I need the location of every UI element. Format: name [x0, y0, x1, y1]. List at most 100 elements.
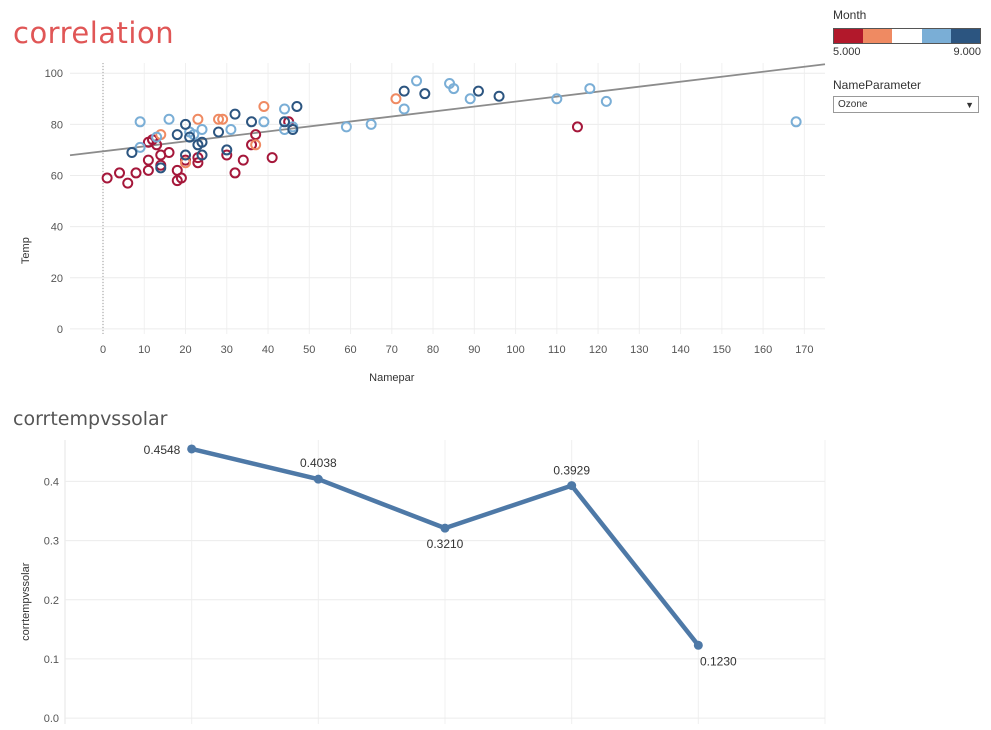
scatter-point: [365, 118, 377, 130]
scatter-point: [196, 149, 208, 161]
data-label: 0.3929: [553, 464, 590, 478]
scatter-point: [221, 149, 233, 161]
legend-max-label: 9.000: [953, 46, 981, 58]
x-tick-label: 170: [795, 344, 813, 356]
scatter-point: [171, 129, 183, 141]
scatter-point: [155, 162, 167, 174]
scatter-point: [180, 118, 192, 130]
scatter-point: [398, 103, 410, 115]
scatter-point: [114, 167, 126, 179]
scatter-point: [464, 93, 476, 105]
x-tick-label: 50: [303, 344, 315, 356]
scatter-point: [184, 131, 196, 143]
scatter-point: [217, 113, 229, 125]
x-tick-label: 60: [344, 344, 356, 356]
month-legend: Month 5.000 9.000: [833, 8, 983, 58]
scatter-point: [175, 172, 187, 184]
scatter-point: [287, 123, 299, 135]
data-label: 0.4038: [300, 456, 337, 470]
x-tick-label: 160: [754, 344, 772, 356]
x-tick-label: 110: [548, 344, 566, 356]
scatter-point: [180, 157, 192, 169]
scatter-point: [229, 167, 241, 179]
scatter-point: [258, 100, 270, 112]
y-tick-label: 60: [51, 170, 63, 182]
line-point: [440, 523, 450, 533]
y-axis-label: corrtempvssolar: [20, 562, 32, 641]
scatter-point: [196, 123, 208, 135]
scatter-point: [122, 177, 134, 189]
scatter-point: [448, 83, 460, 95]
parameter-dropdown[interactable]: Ozone ▼: [833, 96, 979, 113]
x-tick-label: 140: [671, 344, 689, 356]
x-tick-label: 90: [468, 344, 480, 356]
y-tick-label: 0.3: [44, 536, 59, 548]
legend-swatch-1: [863, 29, 893, 43]
chevron-down-icon: ▼: [965, 99, 974, 110]
y-tick-label: 0.2: [44, 595, 59, 607]
scatter-point: [279, 116, 291, 128]
y-tick-label: 100: [45, 68, 63, 80]
x-tick-label: 100: [506, 344, 524, 356]
scatter-point: [134, 116, 146, 128]
legend-min-label: 5.000: [833, 46, 861, 58]
legend-swatch-2: [892, 29, 922, 43]
scatter-point: [250, 139, 262, 151]
scatter-point: [142, 164, 154, 176]
color-ramp[interactable]: [833, 28, 981, 44]
scatter-point: [584, 83, 596, 95]
trend-line: [69, 63, 826, 157]
scatter-point: [225, 123, 237, 135]
chart-title-correlation: correlation: [13, 16, 175, 50]
data-label: 0.4548: [144, 443, 181, 457]
scatter-point: [472, 85, 484, 97]
scatter-point: [151, 131, 163, 143]
scatter-point: [279, 103, 291, 115]
scatter-point: [571, 121, 583, 133]
data-label: 0.1230: [700, 654, 737, 668]
scatter-point: [493, 90, 505, 102]
scatter-point: [101, 172, 113, 184]
line-point: [187, 444, 197, 454]
x-tick-label: 150: [713, 344, 731, 356]
scatter-point: [213, 113, 225, 125]
scatter-point: [390, 93, 402, 105]
scatter-point: [246, 139, 258, 151]
x-tick-label: 10: [138, 344, 150, 356]
scatter-point: [398, 85, 410, 97]
line-point: [567, 481, 577, 491]
scatter-point: [142, 154, 154, 166]
scatter-point: [213, 126, 225, 138]
scatter-point: [192, 113, 204, 125]
scatter-point: [340, 121, 352, 133]
scatter-point: [237, 154, 249, 166]
chart-title-corrtempvssolar: corrtempvssolar: [13, 408, 168, 430]
x-tick-label: 70: [386, 344, 398, 356]
y-tick-label: 80: [51, 119, 63, 131]
x-tick-label: 80: [427, 344, 439, 356]
y-tick-label: 20: [51, 273, 63, 285]
scatter-point: [221, 144, 233, 156]
y-tick-label: 0.0: [44, 713, 59, 725]
x-tick-label: 20: [179, 344, 191, 356]
scatter-point: [291, 100, 303, 112]
scatter-point: [180, 149, 192, 161]
x-axis-label: Namepar: [369, 372, 415, 384]
dropdown-value: Ozone: [838, 99, 868, 110]
x-tick-label: 30: [221, 344, 233, 356]
data-label: 0.3210: [427, 537, 464, 551]
line-point: [313, 474, 323, 484]
parameter-filter: NameParameter Ozone ▼: [833, 78, 983, 113]
scatter-point: [163, 146, 175, 158]
scatter-point: [411, 75, 423, 87]
x-tick-label: 0: [100, 344, 106, 356]
filter-label: NameParameter: [833, 78, 922, 92]
line-point: [693, 640, 703, 650]
x-tick-label: 130: [630, 344, 648, 356]
x-tick-label: 40: [262, 344, 274, 356]
legend-swatch-4: [950, 29, 981, 43]
y-tick-label: 40: [51, 222, 63, 234]
scatter-point: [229, 108, 241, 120]
scatter-point: [250, 129, 262, 141]
